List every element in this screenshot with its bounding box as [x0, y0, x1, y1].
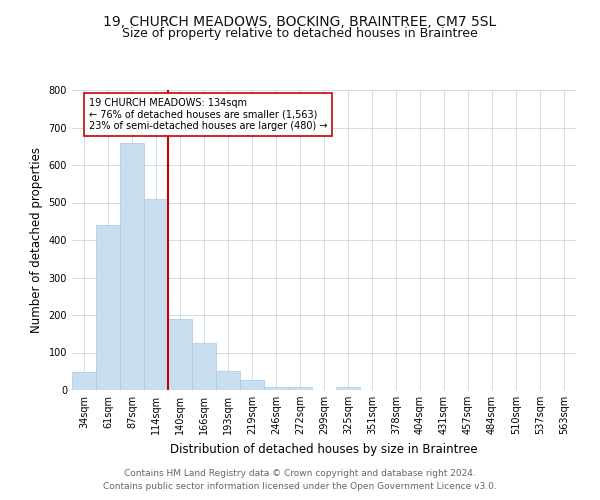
Bar	[240, 380, 264, 390]
Bar	[120, 142, 144, 390]
Text: Contains public sector information licensed under the Open Government Licence v3: Contains public sector information licen…	[103, 482, 497, 491]
Bar	[72, 372, 96, 390]
Text: Contains HM Land Registry data © Crown copyright and database right 2024.: Contains HM Land Registry data © Crown c…	[124, 468, 476, 477]
Y-axis label: Number of detached properties: Number of detached properties	[30, 147, 43, 333]
X-axis label: Distribution of detached houses by size in Braintree: Distribution of detached houses by size …	[170, 442, 478, 456]
Bar	[288, 387, 312, 390]
Bar	[144, 198, 168, 390]
Bar	[264, 387, 288, 390]
Text: 19, CHURCH MEADOWS, BOCKING, BRAINTREE, CM7 5SL: 19, CHURCH MEADOWS, BOCKING, BRAINTREE, …	[103, 15, 497, 29]
Text: 19 CHURCH MEADOWS: 134sqm
← 76% of detached houses are smaller (1,563)
23% of se: 19 CHURCH MEADOWS: 134sqm ← 76% of detac…	[89, 98, 328, 130]
Bar	[336, 387, 360, 390]
Bar	[216, 371, 240, 390]
Text: Size of property relative to detached houses in Braintree: Size of property relative to detached ho…	[122, 28, 478, 40]
Bar	[192, 343, 216, 390]
Bar	[96, 225, 120, 390]
Bar	[168, 319, 192, 390]
